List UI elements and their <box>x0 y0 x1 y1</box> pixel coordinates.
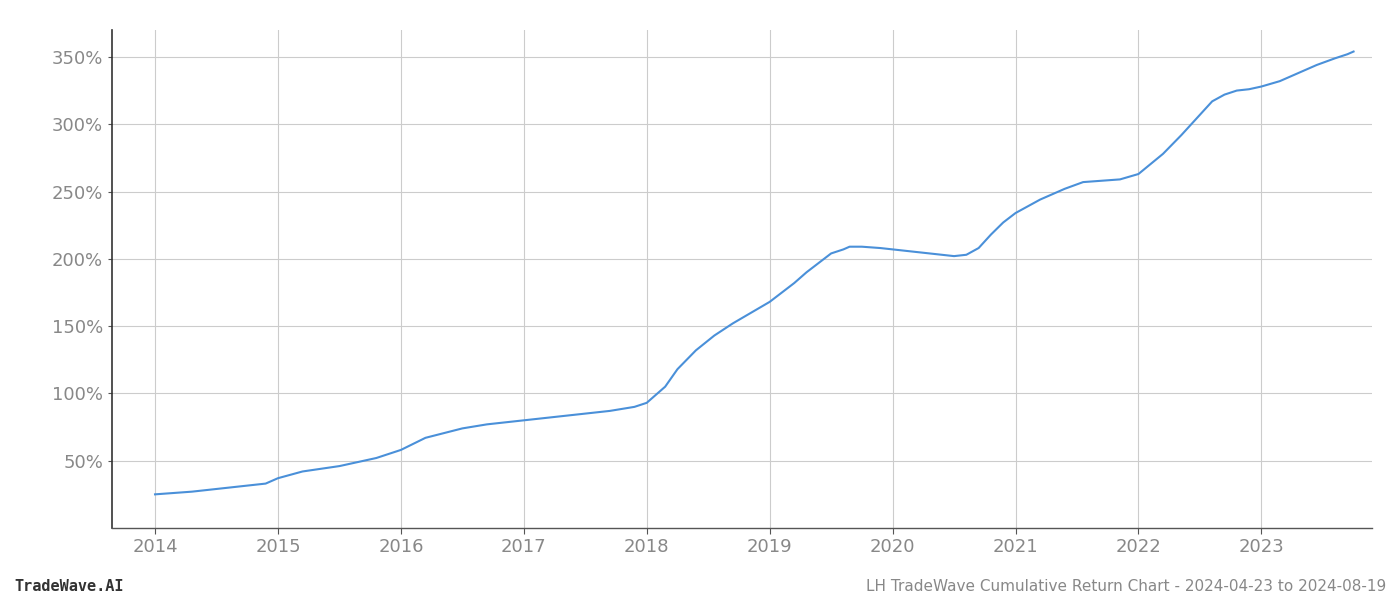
Text: LH TradeWave Cumulative Return Chart - 2024-04-23 to 2024-08-19: LH TradeWave Cumulative Return Chart - 2… <box>865 579 1386 594</box>
Text: TradeWave.AI: TradeWave.AI <box>14 579 123 594</box>
